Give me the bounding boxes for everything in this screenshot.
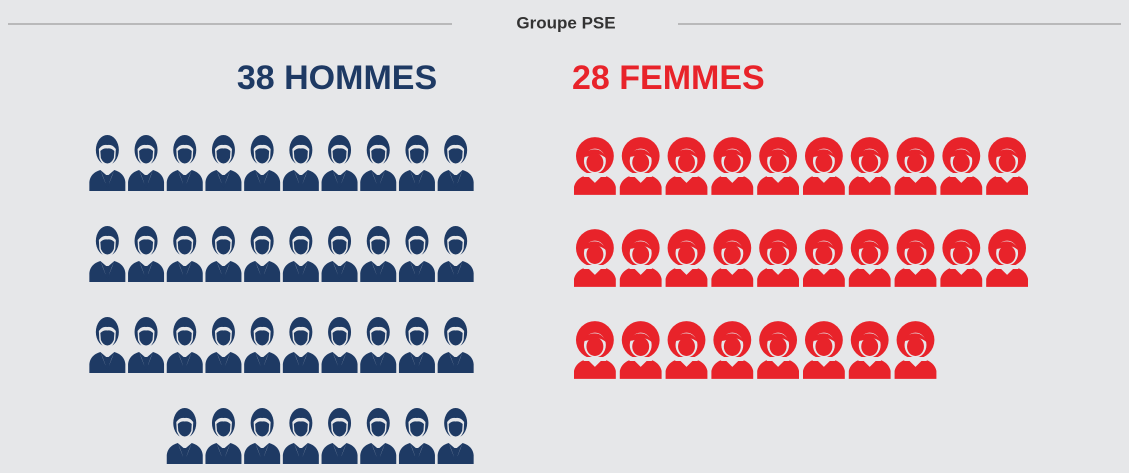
- person-icon: [802, 137, 845, 195]
- group-heading: 28 FEMMES: [572, 59, 765, 97]
- person-icon: [282, 226, 319, 282]
- person-icon: [282, 317, 319, 373]
- person-icon: [360, 226, 397, 282]
- person-icon: [573, 229, 616, 287]
- person-icon: [986, 229, 1029, 287]
- person-icon: [244, 408, 281, 464]
- person-icon: [321, 317, 358, 373]
- person-icon: [166, 317, 203, 373]
- person-icon: [665, 137, 708, 195]
- person-icon: [360, 317, 397, 373]
- person-icon: [166, 226, 203, 282]
- person-icon: [89, 135, 126, 191]
- person-icon: [166, 135, 203, 191]
- person-icon: [398, 317, 435, 373]
- person-icon: [282, 135, 319, 191]
- person-icon: [437, 317, 474, 373]
- person-icon: [89, 317, 126, 373]
- person-icon: [205, 317, 242, 373]
- person-icon: [802, 321, 845, 379]
- person-icon: [437, 226, 474, 282]
- person-icon: [321, 135, 358, 191]
- person-icon: [848, 321, 891, 379]
- person-icon: [128, 317, 165, 373]
- person-icon: [205, 135, 242, 191]
- person-icon: [244, 317, 281, 373]
- group-heading: 38 HOMMES: [237, 59, 437, 97]
- person-icon: [940, 229, 983, 287]
- person-icon: [619, 321, 662, 379]
- person-icon: [205, 408, 242, 464]
- person-icon: [894, 137, 937, 195]
- person-icon: [757, 321, 800, 379]
- person-icon: [940, 137, 983, 195]
- person-icon: [711, 137, 754, 195]
- person-icon: [802, 229, 845, 287]
- person-icon: [128, 226, 165, 282]
- person-icon: [166, 408, 203, 464]
- person-icon: [894, 321, 937, 379]
- person-icon: [711, 229, 754, 287]
- person-icon: [244, 135, 281, 191]
- person-icon: [321, 408, 358, 464]
- person-icon: [619, 137, 662, 195]
- person-icon: [665, 229, 708, 287]
- person-icon: [398, 135, 435, 191]
- person-icon: [89, 226, 126, 282]
- person-icon: [282, 408, 319, 464]
- person-icon: [757, 137, 800, 195]
- person-icon: [848, 229, 891, 287]
- person-icon: [757, 229, 800, 287]
- person-icon: [321, 226, 358, 282]
- person-icon: [665, 321, 708, 379]
- person-icon: [128, 135, 165, 191]
- person-icon: [398, 408, 435, 464]
- person-icon: [437, 135, 474, 191]
- person-icon: [205, 226, 242, 282]
- person-icon: [986, 137, 1029, 195]
- person-icon: [360, 408, 397, 464]
- person-icon: [360, 135, 397, 191]
- person-icon: [619, 229, 662, 287]
- person-icon: [437, 408, 474, 464]
- person-icon: [711, 321, 754, 379]
- person-icon: [398, 226, 435, 282]
- person-icon: [244, 226, 281, 282]
- person-icon: [848, 137, 891, 195]
- chart-title: Groupe PSE: [516, 13, 615, 32]
- person-icon: [894, 229, 937, 287]
- person-icon: [573, 137, 616, 195]
- person-icon: [573, 321, 616, 379]
